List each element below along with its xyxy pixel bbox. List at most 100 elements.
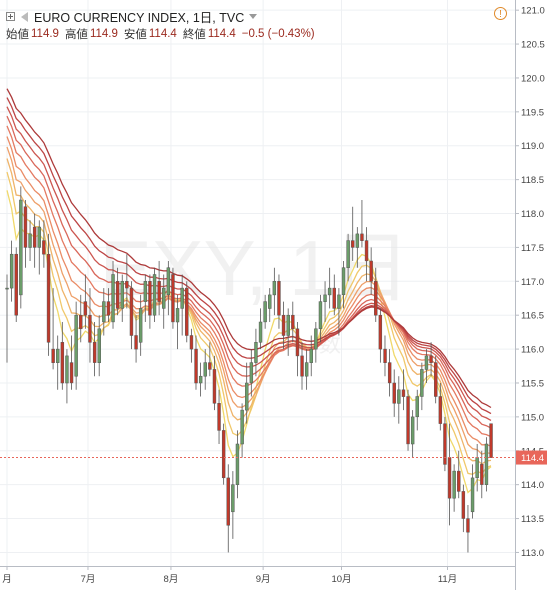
symbol-title[interactable]: EURO CURRENCY INDEX, 1日, TVC: [34, 11, 245, 25]
candle-body: [245, 382, 249, 411]
candle-body: [106, 301, 111, 316]
candle-body: [309, 348, 313, 363]
candle: [175, 294, 180, 350]
y-tick-label-16: 113.0: [521, 548, 544, 559]
candle-body: [470, 477, 475, 513]
candle: [97, 315, 101, 377]
candle-body: [157, 281, 161, 302]
candle-body: [318, 301, 323, 329]
candle: [120, 274, 124, 322]
candle: [162, 274, 166, 329]
candle: [457, 450, 461, 499]
candle: [235, 430, 240, 499]
candle: [23, 199, 28, 268]
candle: [42, 220, 46, 268]
y-tick-label-14: 114.0: [521, 480, 544, 491]
candle-body: [378, 314, 383, 350]
candle: [254, 328, 258, 377]
candle-body: [102, 301, 106, 323]
add-indicator-icon[interactable]: [6, 12, 15, 21]
candle: [304, 349, 309, 390]
alert-icon[interactable]: !: [494, 7, 507, 20]
candle: [397, 376, 401, 424]
ma-line-9: [6, 171, 492, 475]
x-tick-label-5: 11月: [438, 574, 457, 585]
candle-body: [162, 287, 166, 309]
candle-body: [475, 457, 479, 479]
high-label: 高値: [64, 29, 88, 41]
x-tick-label-4: 10月: [331, 574, 351, 585]
candle-body: [79, 314, 83, 330]
ma-line-22: [6, 125, 492, 438]
open-label: 始値: [6, 29, 29, 41]
change-value: −0.5 (−0.43%): [241, 28, 315, 40]
candle: [277, 274, 281, 329]
dropdown-caret-icon[interactable]: [249, 14, 258, 19]
low-label: 安値: [123, 29, 147, 41]
candle: [415, 389, 419, 431]
candle: [74, 301, 78, 390]
y-tick-label-12: 115.0: [521, 412, 544, 423]
y-tick-label-2: 120.0: [521, 73, 545, 84]
candle-body: [208, 362, 212, 370]
candle-body: [295, 328, 300, 357]
candle-body: [37, 226, 41, 248]
candle: [489, 423, 493, 458]
candle: [189, 328, 194, 363]
flag-icon[interactable]: [21, 11, 28, 22]
candle: [166, 260, 171, 316]
candle: [208, 342, 212, 377]
candle: [281, 301, 286, 350]
candle: [171, 267, 175, 329]
candle: [470, 464, 475, 519]
candle: [125, 254, 129, 309]
candle-body: [115, 281, 120, 309]
candle-body: [341, 267, 346, 296]
candle: [387, 349, 392, 397]
candle: [245, 362, 249, 424]
x-tick-label-3: 9月: [256, 574, 271, 585]
candle-body: [92, 342, 97, 363]
candle: [346, 233, 350, 282]
candle-body: [258, 321, 263, 343]
candle: [194, 335, 198, 390]
candle-body: [383, 348, 387, 363]
candle-body: [65, 355, 69, 384]
candle-body: [19, 199, 23, 296]
x-tick-label-0: 月: [2, 574, 12, 585]
candle: [221, 423, 226, 485]
candle: [143, 274, 148, 322]
candle: [79, 294, 83, 343]
candle: [83, 274, 88, 329]
y-tick-label-4: 119.0: [521, 141, 544, 152]
candle: [392, 369, 396, 417]
high-value: 114.9: [89, 28, 118, 40]
candle-body: [51, 348, 55, 363]
candle-body: [189, 335, 194, 350]
candle-body: [355, 233, 360, 248]
candle-body: [304, 362, 309, 377]
candle-body: [286, 314, 290, 336]
candle: [28, 220, 32, 261]
candle-body: [9, 253, 14, 289]
candle: [323, 281, 327, 322]
candle: [157, 260, 161, 316]
ma-ribbon: [6, 88, 492, 494]
candle: [226, 464, 230, 553]
candle: [332, 274, 336, 316]
last-price-tag-label: 114.4: [521, 453, 544, 464]
candle-body: [420, 369, 424, 397]
candle-body: [387, 362, 392, 384]
candle: [300, 342, 304, 390]
candle: [318, 294, 323, 343]
candle-body: [125, 281, 129, 289]
candle-body: [194, 348, 198, 384]
ma-line-30: [6, 106, 492, 421]
candle: [115, 267, 120, 316]
candle-body: [5, 287, 9, 290]
candle: [185, 281, 189, 343]
candle-body: [438, 396, 443, 424]
candle-body: [410, 416, 415, 445]
candle: [360, 199, 364, 248]
